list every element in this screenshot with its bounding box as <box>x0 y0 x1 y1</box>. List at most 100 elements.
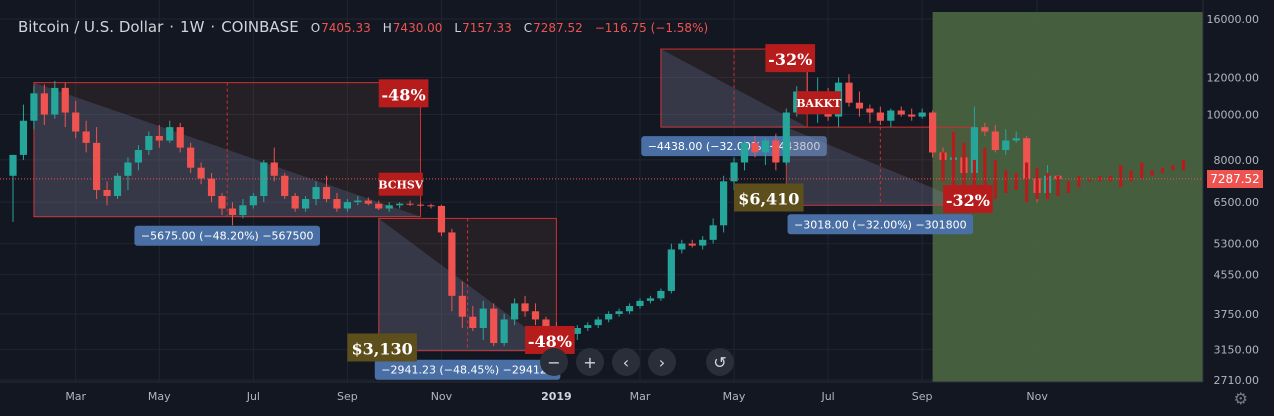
candles[interactable] <box>9 61 1062 347</box>
candle[interactable] <box>312 187 320 200</box>
annotation-box[interactable] <box>347 333 417 362</box>
zoom-out-icon[interactable]: − <box>540 348 568 376</box>
price-axis[interactable]: 2710.00 3150.00 3750.00 4550.00 5300.00 6500.… <box>1202 0 1259 387</box>
candle[interactable] <box>918 112 926 117</box>
candle[interactable] <box>40 93 48 115</box>
candle[interactable] <box>657 290 665 299</box>
candle[interactable] <box>458 295 466 317</box>
candle[interactable] <box>302 199 310 209</box>
annotations[interactable]: -48% BCHSV $3,130 -48% -32% BAKKT $6,410 -32% <box>347 44 993 362</box>
candle[interactable] <box>30 93 38 121</box>
candle[interactable] <box>364 200 372 204</box>
candle[interactable] <box>542 319 550 328</box>
candle[interactable] <box>521 303 529 312</box>
annotation-box[interactable] <box>378 79 429 108</box>
candle[interactable] <box>1012 138 1020 141</box>
candle[interactable] <box>720 181 728 226</box>
candle[interactable] <box>490 308 498 344</box>
candle[interactable] <box>249 195 257 206</box>
candle[interactable] <box>385 205 393 209</box>
candle[interactable] <box>908 114 916 117</box>
candle[interactable] <box>584 325 592 328</box>
candle[interactable] <box>751 142 759 153</box>
candle[interactable] <box>197 167 205 179</box>
candle[interactable] <box>678 243 686 250</box>
candle[interactable] <box>416 204 425 206</box>
candle[interactable] <box>448 232 456 296</box>
candle[interactable] <box>218 195 226 209</box>
candle[interactable] <box>782 112 790 163</box>
candle[interactable] <box>887 110 895 121</box>
candle[interactable] <box>61 87 69 113</box>
candle[interactable] <box>72 112 80 132</box>
candle[interactable] <box>981 127 989 132</box>
candle[interactable] <box>761 140 769 153</box>
annotation-box[interactable] <box>796 91 841 115</box>
candle[interactable] <box>406 203 414 205</box>
candle[interactable] <box>688 243 696 246</box>
candle[interactable] <box>166 127 174 141</box>
candle[interactable] <box>427 205 435 207</box>
candle[interactable] <box>636 300 644 306</box>
scroll-right-icon[interactable]: › <box>648 348 676 376</box>
candle[interactable] <box>605 313 613 320</box>
candle[interactable] <box>531 311 540 320</box>
candle[interactable] <box>500 319 508 344</box>
reset-icon[interactable]: ↺ <box>706 348 734 376</box>
candle[interactable] <box>469 316 477 328</box>
candle[interactable] <box>270 162 278 176</box>
candle[interactable] <box>145 135 153 151</box>
candle[interactable] <box>1023 138 1031 179</box>
candle[interactable] <box>51 87 59 115</box>
candle[interactable] <box>291 195 299 209</box>
candle[interactable] <box>991 131 999 151</box>
candle[interactable] <box>667 249 675 291</box>
candle[interactable] <box>740 142 749 163</box>
candle[interactable] <box>176 127 184 148</box>
candle[interactable] <box>876 112 884 121</box>
symbol-name[interactable]: Bitcoin / U.S. Dollar <box>18 18 164 36</box>
candle[interactable] <box>625 305 634 312</box>
candle[interactable] <box>239 205 247 216</box>
candle[interactable] <box>187 147 195 168</box>
zoom-in-icon[interactable]: + <box>576 348 604 376</box>
candle[interactable] <box>897 110 905 115</box>
candle[interactable] <box>594 319 602 326</box>
candle[interactable] <box>970 127 978 174</box>
annotation-box[interactable] <box>943 185 993 214</box>
candle[interactable] <box>124 162 132 176</box>
candle[interactable] <box>855 102 864 109</box>
candle[interactable] <box>1002 140 1010 151</box>
candle[interactable] <box>511 303 519 320</box>
gear-icon[interactable]: ⚙ <box>1233 389 1248 408</box>
candle[interactable] <box>730 162 738 182</box>
candle[interactable] <box>228 208 237 216</box>
candle[interactable] <box>479 308 487 328</box>
candle[interactable] <box>281 175 289 196</box>
candle[interactable] <box>103 189 111 196</box>
annotation-box[interactable] <box>765 44 816 73</box>
candle[interactable] <box>709 225 717 240</box>
candle[interactable] <box>699 239 707 246</box>
candle[interactable] <box>646 298 655 301</box>
candle[interactable] <box>322 187 331 200</box>
candle[interactable] <box>573 327 581 334</box>
candle[interactable] <box>929 112 937 153</box>
candle[interactable] <box>333 199 341 209</box>
candle[interactable] <box>19 120 28 155</box>
candle[interactable] <box>134 150 142 163</box>
candle[interactable] <box>772 140 780 163</box>
candle[interactable] <box>615 311 623 314</box>
annotation-box[interactable] <box>734 183 804 212</box>
annotation-box[interactable] <box>378 172 423 196</box>
time-axis[interactable]: Mar May Jul Sep Nov 2019 Mar May Jul Sep Nov <box>0 381 1203 403</box>
candle[interactable] <box>437 205 446 233</box>
candle[interactable] <box>354 200 362 203</box>
candle[interactable] <box>375 203 383 209</box>
candle[interactable] <box>343 202 351 209</box>
candle[interactable] <box>207 178 216 196</box>
candle[interactable] <box>113 175 122 196</box>
candle[interactable] <box>866 108 874 113</box>
candle[interactable] <box>155 135 163 141</box>
